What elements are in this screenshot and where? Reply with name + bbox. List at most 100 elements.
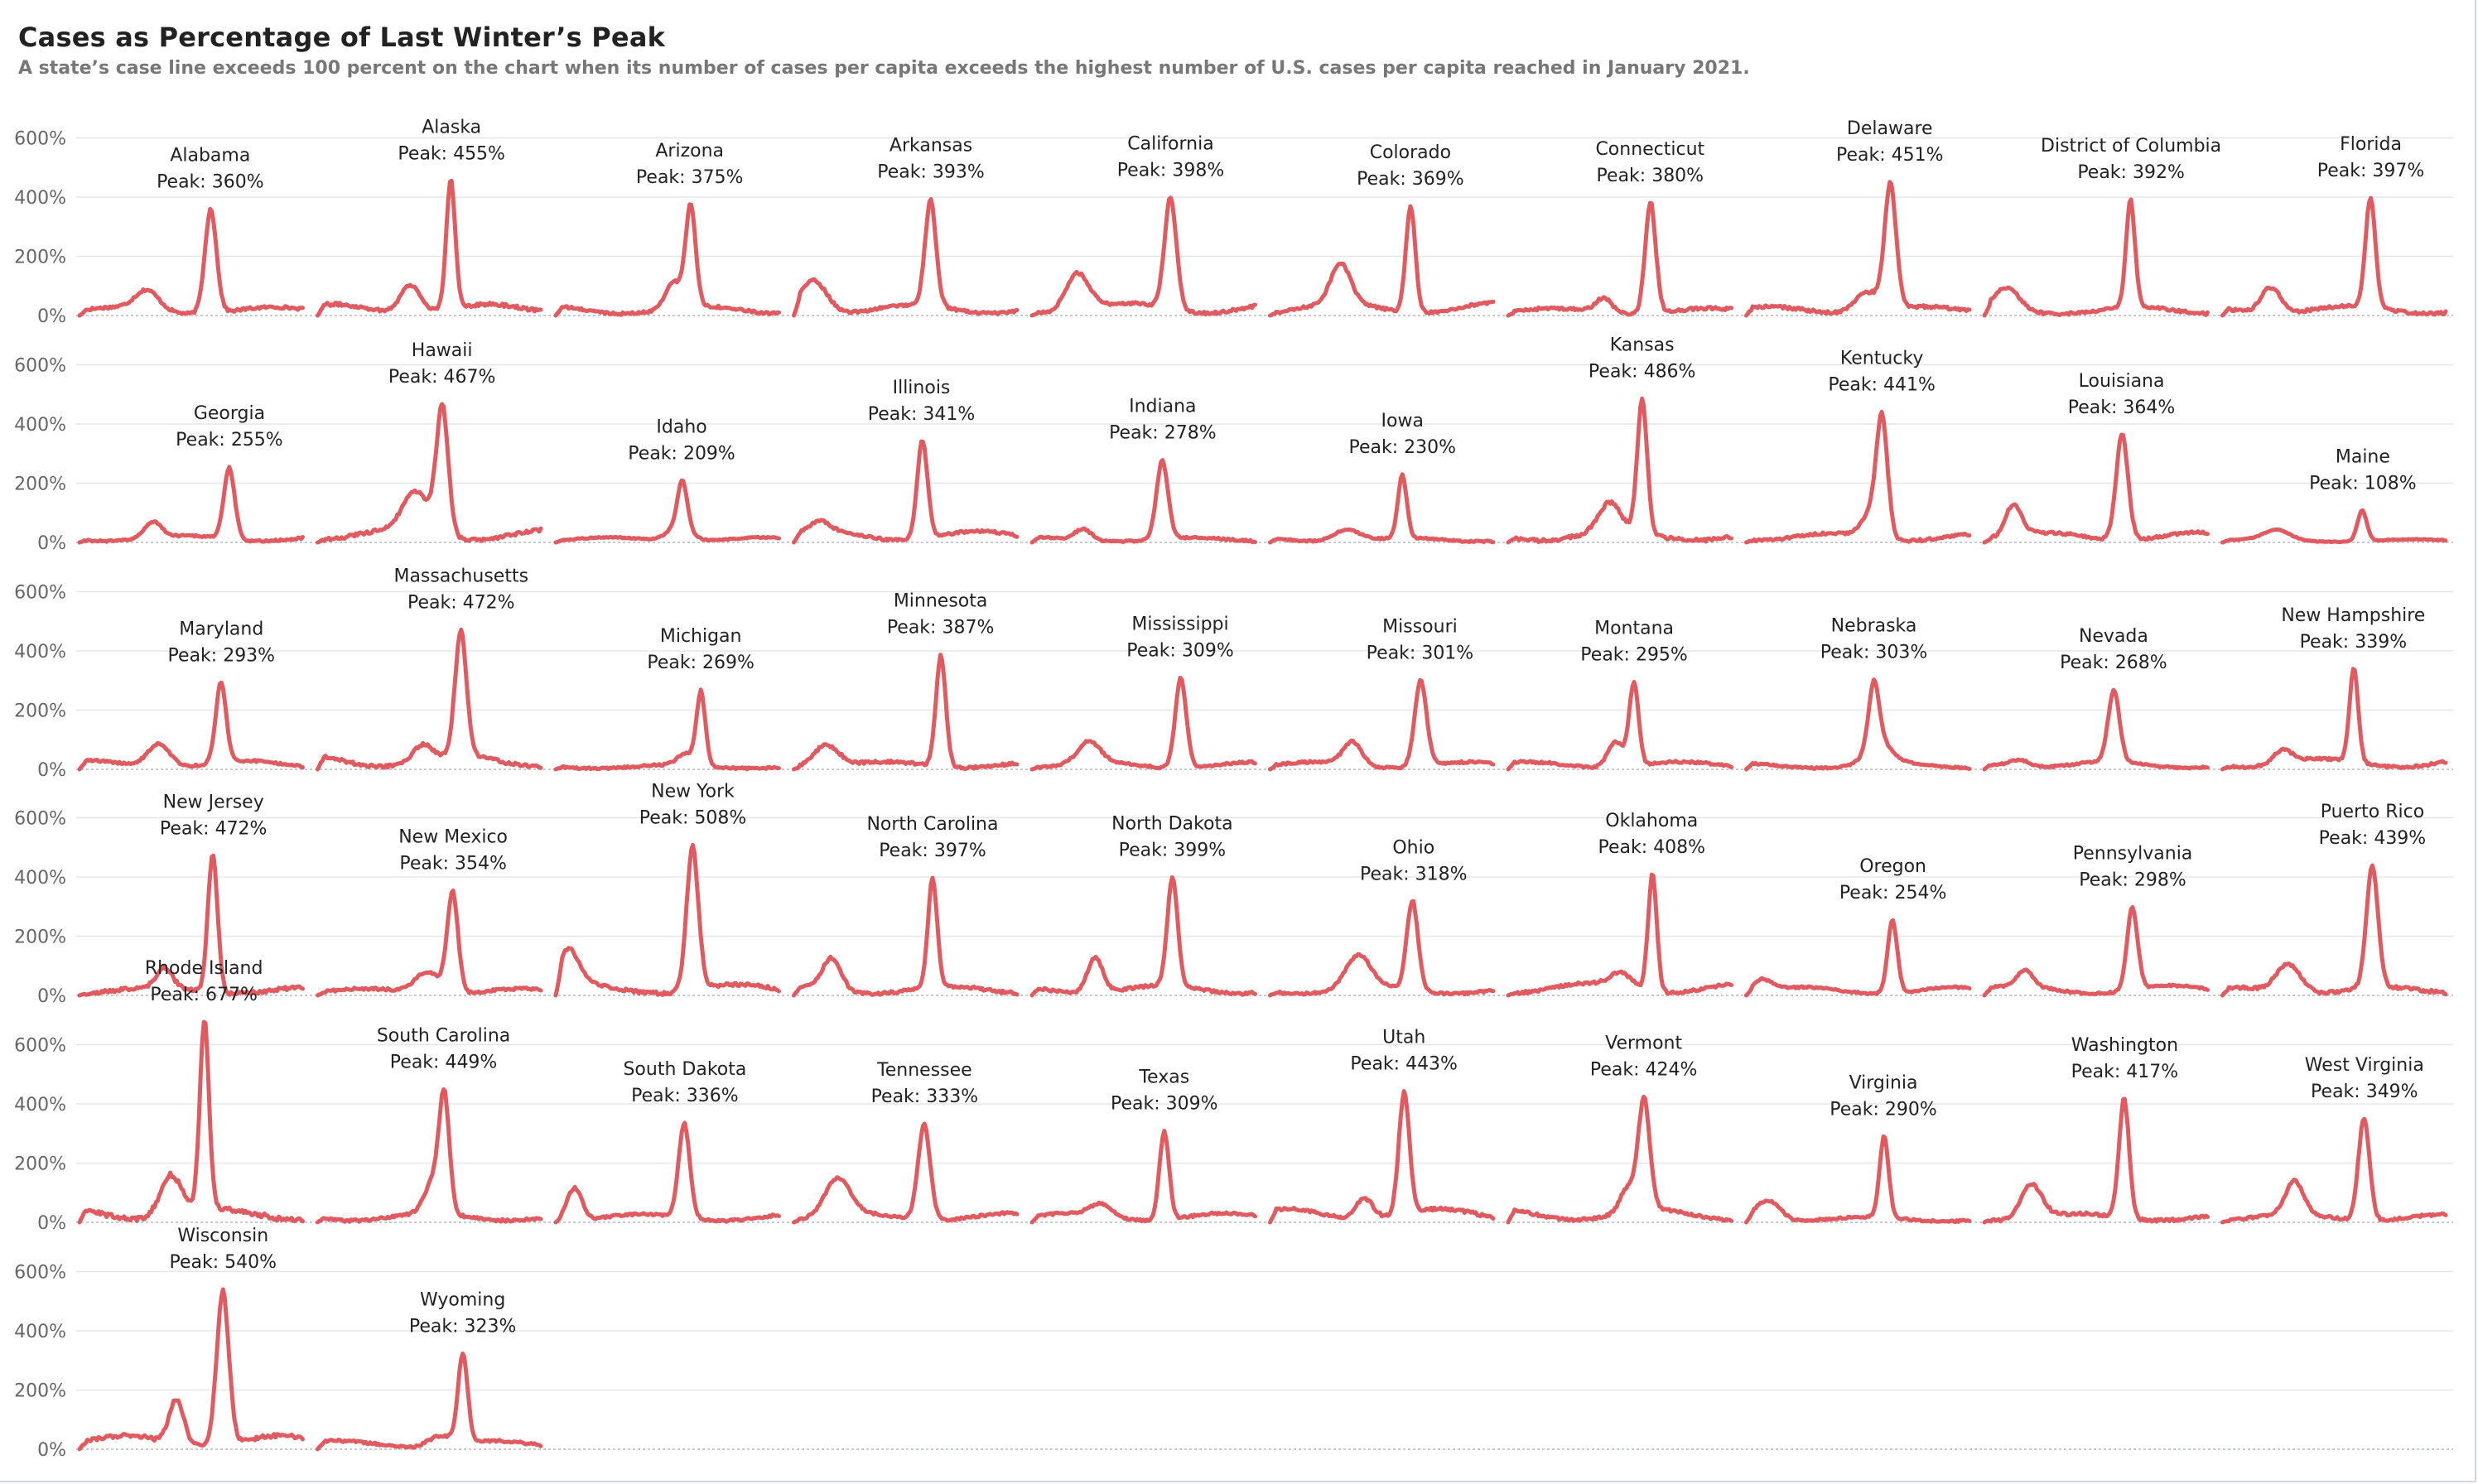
series-line-utah — [1268, 1089, 1496, 1225]
peak-value-label: Peak: 417% — [2071, 1062, 2179, 1082]
state-name-label: North Dakota — [1111, 813, 1232, 834]
peak-value-label: Peak: 455% — [398, 143, 505, 164]
series-line-oregon — [1744, 918, 1972, 998]
peak-value-label: Peak: 290% — [1830, 1099, 1937, 1120]
state-name-label: Texas — [1138, 1067, 1189, 1088]
state-name-label: Alabama — [170, 145, 250, 166]
peak-value-label: Peak: 298% — [2079, 870, 2186, 890]
y-tick-label: 200% — [14, 1381, 66, 1402]
series-line-idaho — [553, 478, 781, 545]
y-tick-label: 400% — [14, 188, 66, 209]
series-line-california — [1029, 195, 1257, 318]
state-name-label: Maryland — [179, 619, 263, 639]
series-line-alaska — [316, 178, 543, 318]
series-line-minnesota — [792, 653, 1020, 772]
series-line-virginia — [1744, 1134, 1972, 1225]
series-line-nebraska — [1744, 677, 1972, 772]
peak-value-label: Peak: 254% — [1839, 883, 1947, 903]
series-line-hawaii — [316, 402, 543, 545]
y-tick-label: 0% — [37, 1213, 66, 1234]
y-tick-label: 200% — [14, 1154, 66, 1175]
peak-value-label: Peak: 392% — [2077, 162, 2185, 183]
series-line-texas — [1029, 1129, 1257, 1225]
state-name-label: West Virginia — [2305, 1055, 2424, 1076]
peak-value-label: Peak: 393% — [877, 162, 985, 183]
peak-value-label: Peak: 339% — [2300, 632, 2408, 653]
peak-value-label: Peak: 341% — [868, 404, 976, 425]
state-name-label: New York — [651, 781, 735, 802]
y-tick-label: 600% — [14, 583, 66, 604]
series-line-mississippi — [1029, 676, 1257, 772]
y-tick-label: 0% — [37, 306, 66, 327]
state-name-label: Idaho — [656, 417, 706, 437]
peak-value-label: Peak: 397% — [879, 841, 986, 861]
series-line-west-virginia — [2220, 1116, 2448, 1225]
y-tick-label: 400% — [14, 642, 66, 662]
state-name-label: Arkansas — [889, 136, 972, 157]
series-line-puerto-rico — [2220, 863, 2448, 998]
row-axis: 0% 200% 400% 600% — [14, 583, 2453, 781]
y-tick-label: 600% — [14, 356, 66, 377]
state-name-label: Nebraska — [1831, 616, 1917, 637]
peak-value-label: Peak: 375% — [636, 167, 744, 188]
state-name-label: Kansas — [1610, 335, 1675, 355]
series-line-wyoming — [316, 1352, 543, 1452]
series-line-georgia — [77, 465, 305, 545]
peak-value-label: Peak: 354% — [399, 853, 507, 874]
series-line-wisconsin — [77, 1287, 305, 1452]
state-name-label: Georgia — [194, 403, 265, 424]
series-line-delaware — [1744, 180, 1972, 318]
peak-value-label: Peak: 360% — [157, 171, 264, 192]
row-axis: 0% 200% 400% 600% — [14, 129, 2453, 327]
series-line-massachusetts — [316, 627, 543, 772]
state-name-label: Arizona — [655, 141, 724, 161]
state-name-label: Rhode Island — [145, 958, 263, 979]
state-name-label: Oregon — [1859, 856, 1926, 877]
peak-value-label: Peak: 486% — [1589, 361, 1696, 382]
state-name-label: Pennsylvania — [2073, 843, 2193, 864]
peak-value-label: Peak: 369% — [1357, 169, 1464, 190]
series-line-district-of-columbia — [1982, 197, 2210, 318]
state-name-label: Missouri — [1382, 616, 1458, 637]
y-tick-label: 600% — [14, 1263, 66, 1284]
row-axis: 0% 200% 400% 600% — [14, 356, 2453, 554]
peak-value-label: Peak: 397% — [2317, 161, 2425, 181]
peak-value-label: Peak: 293% — [168, 645, 276, 666]
y-tick-label: 200% — [14, 248, 66, 268]
peak-value-label: Peak: 540% — [169, 1252, 277, 1273]
peak-value-label: Peak: 398% — [1117, 161, 1225, 181]
peak-value-label: Peak: 333% — [871, 1086, 979, 1107]
peak-value-label: Peak: 336% — [631, 1086, 739, 1106]
series-line-north-dakota — [1029, 874, 1257, 998]
state-name-label: Colorado — [1370, 142, 1451, 163]
state-name-label: Nevada — [2079, 626, 2148, 647]
state-name-label: Wyoming — [420, 1290, 505, 1311]
state-name-label: North Carolina — [866, 814, 998, 835]
series-line-rhode-island — [77, 1019, 305, 1225]
peak-value-label: Peak: 387% — [887, 618, 995, 638]
state-name-label: Tennessee — [876, 1060, 972, 1081]
series-line-kentucky — [1744, 409, 1972, 545]
series-line-maryland — [77, 680, 305, 772]
state-name-label: South Dakota — [623, 1059, 746, 1080]
peak-value-label: Peak: 443% — [1350, 1054, 1458, 1075]
state-name-label: Puerto Rico — [2321, 802, 2424, 822]
series-line-michigan — [553, 687, 781, 772]
series-line-new-jersey — [77, 853, 305, 998]
chart-subtitle: A state’s case line exceeds 100 percent … — [18, 58, 1750, 79]
peak-value-label: Peak: 677% — [150, 985, 258, 1005]
state-name-label: New Hampshire — [2281, 605, 2425, 626]
state-name-label: Mississippi — [1131, 614, 1228, 635]
peak-value-label: Peak: 399% — [1119, 840, 1227, 860]
series-line-missouri — [1268, 677, 1496, 772]
peak-value-label: Peak: 508% — [639, 807, 747, 828]
row-axis: 0% 200% 400% 600% — [14, 809, 2453, 1007]
row-axis: 0% 200% 400% 600% — [14, 1036, 2453, 1234]
state-name-label: Ohio — [1392, 837, 1434, 858]
state-name-label: Wisconsin — [177, 1226, 268, 1246]
peak-value-label: Peak: 323% — [409, 1317, 517, 1337]
series-line-montana — [1506, 680, 1733, 772]
state-name-label: Vermont — [1605, 1033, 1682, 1053]
state-name-label: Connecticut — [1595, 139, 1704, 160]
peak-value-label: Peak: 424% — [1590, 1059, 1698, 1080]
